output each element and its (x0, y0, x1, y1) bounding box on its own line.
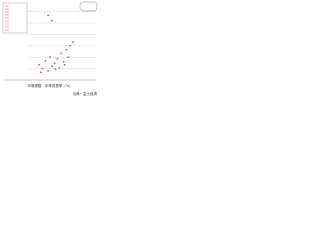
point (53, 62, 56, 65)
point (39, 71, 42, 74)
point (49, 56, 51, 59)
point (58, 66, 61, 69)
point (62, 60, 65, 63)
point (50, 65, 53, 68)
point (65, 48, 68, 51)
point (54, 68, 57, 71)
page: {"chart_data": {"type": "scatter", "x_la… (0, 0, 100, 100)
point (63, 63, 66, 66)
point (56, 57, 59, 60)
source: 出典：富士経済 (73, 91, 98, 96)
chart: 市場規模 年率成長率（%） 出典：富士経済 (2, 1, 98, 96)
x-axis-label: 市場規模 年率成長率（%） (27, 83, 72, 88)
callout (79, 1, 98, 12)
point (47, 69, 50, 72)
point (69, 44, 72, 47)
point (72, 41, 74, 43)
point (50, 19, 53, 22)
point (67, 56, 70, 59)
point (38, 63, 40, 66)
point (41, 67, 44, 70)
point (60, 52, 62, 55)
point (44, 60, 47, 62)
point (47, 14, 50, 17)
legend-decor (5, 5, 9, 31)
